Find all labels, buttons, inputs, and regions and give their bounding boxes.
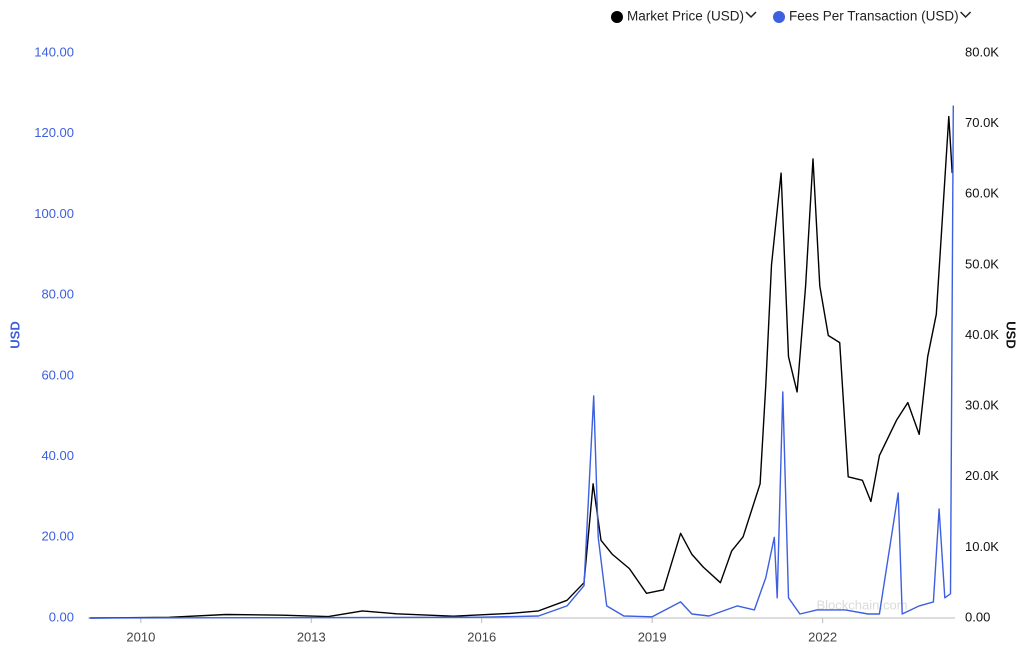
- legend-marker: [773, 11, 786, 23]
- y2-tick-label: 10.0K: [965, 539, 999, 554]
- watermark: Blockchain.com: [816, 597, 907, 612]
- y-tick-label: 40.00: [41, 448, 74, 463]
- legend-label: Market Price (USD): [627, 9, 744, 24]
- y-tick-label: 80.00: [41, 287, 74, 302]
- x-tick-label: 2019: [638, 629, 667, 644]
- legend-item[interactable]: Market Price (USD): [611, 9, 757, 24]
- y2-tick-label: 60.0K: [965, 186, 999, 201]
- y2-axis-label: USD: [1004, 321, 1019, 348]
- y2-tick-label: 30.0K: [965, 398, 999, 413]
- legend-label: Fees Per Transaction (USD): [789, 9, 959, 24]
- legend-chevron: [960, 11, 972, 19]
- y2-tick-label: 40.0K: [965, 327, 999, 342]
- legend-item[interactable]: Fees Per Transaction (USD): [773, 9, 972, 24]
- y2-tick-label: 80.0K: [965, 44, 999, 59]
- legend-chevron: [745, 11, 757, 19]
- x-tick-label: 2010: [126, 629, 155, 644]
- series-line: [89, 115, 953, 619]
- y-tick-label: 60.00: [41, 367, 74, 382]
- y-tick-label: 20.00: [41, 529, 74, 544]
- legend-marker: [611, 11, 623, 23]
- y2-tick-label: 50.0K: [965, 256, 999, 271]
- y-tick-label: 120.00: [34, 125, 74, 140]
- y-tick-label: 100.00: [34, 206, 74, 221]
- y2-tick-label: 0.00: [965, 609, 990, 624]
- y2-tick-label: 70.0K: [965, 115, 999, 130]
- series-line: [89, 105, 954, 619]
- y-axis-label: USD: [7, 321, 22, 348]
- y2-tick-label: 20.0K: [965, 468, 999, 483]
- x-tick-label: 2016: [467, 629, 496, 644]
- x-tick-label: 2022: [808, 629, 837, 644]
- y-tick-label: 0.00: [49, 609, 74, 624]
- y-tick-label: 140.00: [34, 44, 74, 59]
- x-tick-label: 2013: [297, 629, 326, 644]
